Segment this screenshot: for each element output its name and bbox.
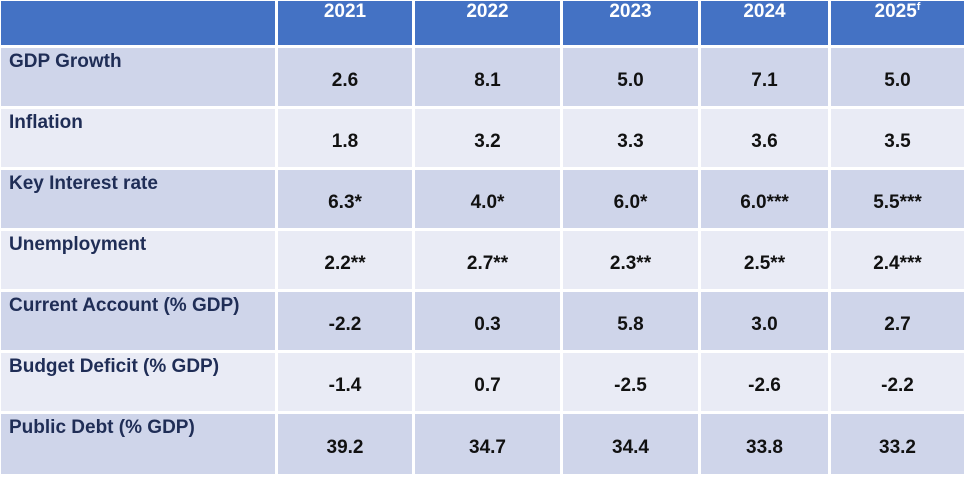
row-label: Public Debt (% GDP) — [1, 414, 275, 474]
cell-value: 7.1 — [701, 48, 828, 106]
cell-value: 2.3** — [563, 231, 698, 289]
cell-value: 5.8 — [563, 292, 698, 350]
cell-value: 3.0 — [701, 292, 828, 350]
row-label: Current Account (% GDP) — [1, 292, 275, 350]
cell-value: 2.6 — [278, 48, 412, 106]
cell-value: 6.0*** — [701, 170, 828, 228]
table-row-key-interest-rate: Key Interest rate 6.3* 4.0* 6.0* 6.0*** … — [1, 170, 964, 228]
cell-value: 2.2** — [278, 231, 412, 289]
table-row-unemployment: Unemployment 2.2** 2.7** 2.3** 2.5** 2.4… — [1, 231, 964, 289]
cell-value: -2.2 — [278, 292, 412, 350]
cell-value: 5.5*** — [831, 170, 964, 228]
header-year-2024: 2024 — [701, 1, 828, 45]
row-label: Key Interest rate — [1, 170, 275, 228]
cell-value: 34.7 — [415, 414, 560, 474]
cell-value: 2.7 — [831, 292, 964, 350]
cell-value: 5.0 — [563, 48, 698, 106]
table-row-public-debt: Public Debt (% GDP) 39.2 34.7 34.4 33.8 … — [1, 414, 964, 474]
cell-value: 33.2 — [831, 414, 964, 474]
cell-value: 0.7 — [415, 353, 560, 411]
header-year-2023: 2023 — [563, 1, 698, 45]
cell-value: 0.3 — [415, 292, 560, 350]
cell-value: 1.8 — [278, 109, 412, 167]
header-year-2022: 2022 — [415, 1, 560, 45]
row-label: Budget Deficit (% GDP) — [1, 353, 275, 411]
header-year-2025-forecast: 2025f — [831, 1, 964, 45]
table-row-gdp-growth: GDP Growth 2.6 8.1 5.0 7.1 5.0 — [1, 48, 964, 106]
cell-value: 3.6 — [701, 109, 828, 167]
cell-value: 6.0* — [563, 170, 698, 228]
cell-value: -2.2 — [831, 353, 964, 411]
cell-value: 2.4*** — [831, 231, 964, 289]
cell-value: 8.1 — [415, 48, 560, 106]
cell-value: 3.5 — [831, 109, 964, 167]
row-label: Inflation — [1, 109, 275, 167]
header-year-2021: 2021 — [278, 1, 412, 45]
cell-value: 6.3* — [278, 170, 412, 228]
table-row-inflation: Inflation 1.8 3.2 3.3 3.6 3.5 — [1, 109, 964, 167]
header-empty-cell — [1, 1, 275, 45]
cell-value: 5.0 — [831, 48, 964, 106]
cell-value: 33.8 — [701, 414, 828, 474]
cell-value: -1.4 — [278, 353, 412, 411]
row-label: Unemployment — [1, 231, 275, 289]
cell-value: 34.4 — [563, 414, 698, 474]
cell-value: 39.2 — [278, 414, 412, 474]
forecast-marker: f — [916, 1, 921, 13]
cell-value: 2.5** — [701, 231, 828, 289]
cell-value: 3.2 — [415, 109, 560, 167]
cell-value: -2.5 — [563, 353, 698, 411]
cell-value: 4.0* — [415, 170, 560, 228]
cell-value: 3.3 — [563, 109, 698, 167]
row-label: GDP Growth — [1, 48, 275, 106]
table-row-current-account: Current Account (% GDP) -2.2 0.3 5.8 3.0… — [1, 292, 964, 350]
header-row: 2021 2022 2023 2024 2025f — [1, 1, 964, 45]
table-row-budget-deficit: Budget Deficit (% GDP) -1.4 0.7 -2.5 -2.… — [1, 353, 964, 411]
cell-value: -2.6 — [701, 353, 828, 411]
cell-value: 2.7** — [415, 231, 560, 289]
